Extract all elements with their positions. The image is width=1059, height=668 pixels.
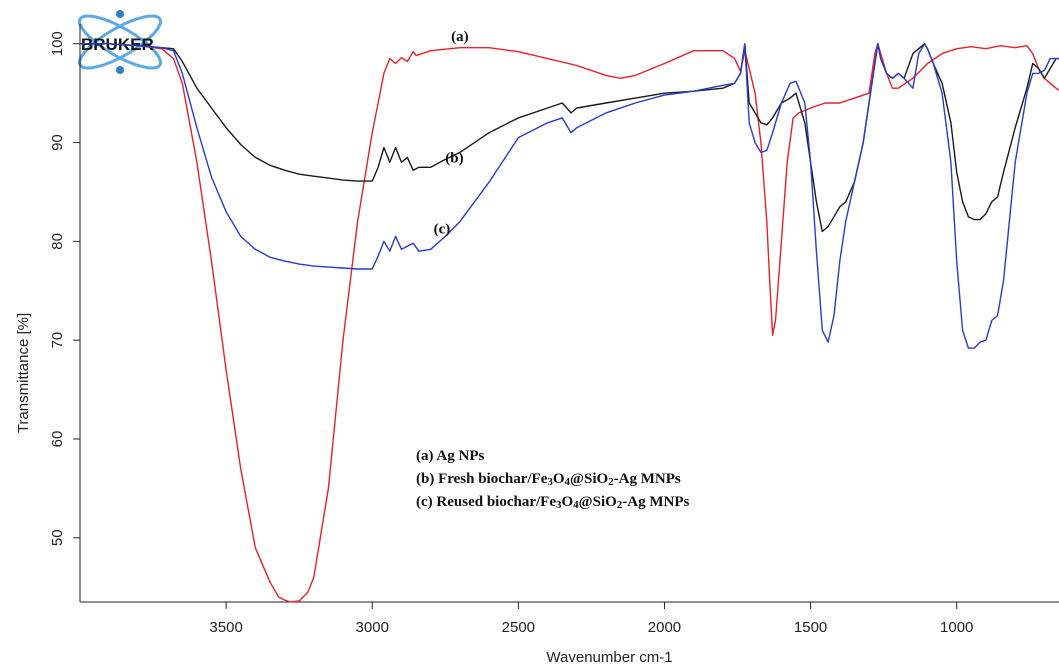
y-tick-label: 60 [49, 431, 66, 448]
x-tick-label: 1500 [794, 619, 827, 636]
x-tick-label: 3500 [209, 619, 242, 636]
series-label-c: (c) [434, 221, 451, 237]
x-tick-label: 1000 [940, 619, 973, 636]
x-axis-label: Wavenumber cm-1 [546, 649, 672, 666]
series-label-a: (a) [451, 29, 469, 45]
y-tick-label: 80 [49, 233, 66, 250]
legend-entry-c: (c) Reused biochar/Fe3O4@SiO2-Ag MNPs [416, 494, 690, 511]
logo-dot-top [116, 10, 124, 18]
y-tick-label: 100 [49, 31, 66, 56]
x-tick-label: 2000 [648, 619, 681, 636]
y-tick-label: 50 [49, 529, 66, 546]
y-tick-label: 70 [49, 332, 66, 349]
legend-entry-a: (a) Ag NPs [416, 448, 484, 464]
series-label-b: (b) [445, 150, 463, 166]
y-tick-label: 90 [49, 134, 66, 151]
y-axis-label: Transmittance [%] [15, 313, 32, 433]
x-tick-label: 3000 [356, 619, 389, 636]
logo-dot-bottom [116, 66, 124, 74]
x-tick-label: 2500 [502, 619, 535, 636]
